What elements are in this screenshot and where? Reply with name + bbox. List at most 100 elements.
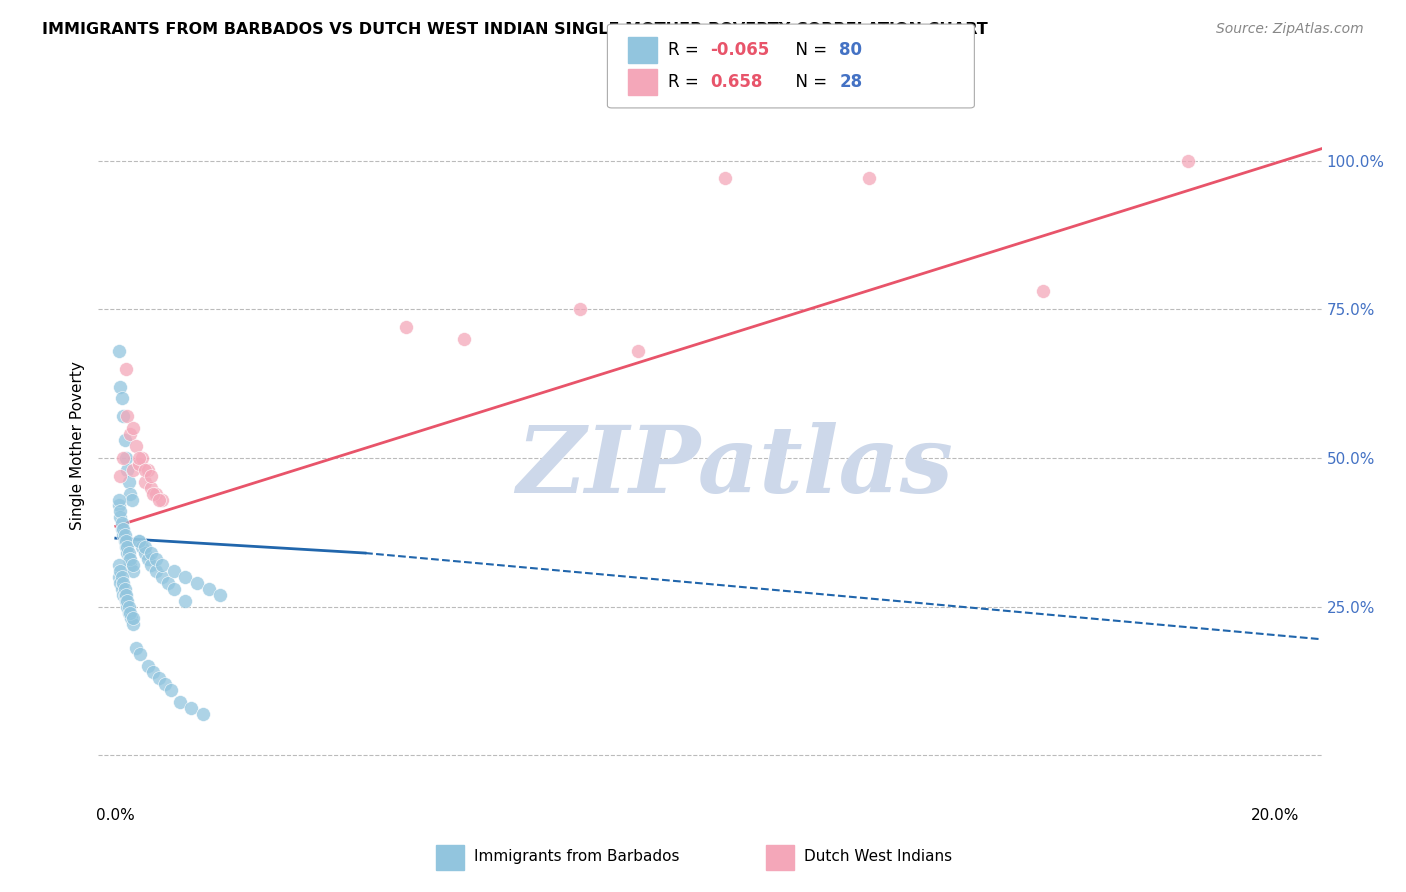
Point [150,492,173,507]
Point [136,659,159,673]
Point [111,522,134,536]
Text: R =: R = [668,73,709,91]
Point [131,540,153,554]
Point [114,528,136,542]
Point [122,617,145,632]
Text: 28: 28 [839,73,862,91]
Point [110,516,132,531]
Text: Immigrants from Barbados: Immigrants from Barbados [474,849,679,863]
Point [163,564,186,578]
Point [153,677,176,691]
Point [107,570,129,584]
Point [395,320,418,334]
Text: Dutch West Indians: Dutch West Indians [804,849,952,863]
Point [120,427,142,442]
Point [568,302,591,317]
Point [110,564,132,578]
Point [139,558,162,572]
Point [115,588,138,602]
Point [110,510,132,524]
Point [134,540,156,554]
Point [453,332,475,346]
Point [150,558,173,572]
Point [117,606,139,620]
Point [111,575,134,590]
Point [128,450,150,465]
Point [115,361,138,376]
Point [110,468,132,483]
Point [145,564,167,578]
Point [128,457,150,471]
Point [186,575,208,590]
Text: N =: N = [785,73,832,91]
Text: R =: R = [668,41,704,59]
Point [148,671,170,685]
Point [156,575,179,590]
Point [112,588,135,602]
Point [142,665,165,679]
Point [209,588,232,602]
Point [191,706,214,721]
Point [121,492,143,507]
Point [120,611,142,625]
Point [145,486,167,500]
Point [131,450,153,465]
Point [110,582,132,596]
Point [125,439,148,453]
Point [117,546,139,560]
Point [122,463,145,477]
Point [128,534,150,549]
Text: ZIPatlas: ZIPatlas [516,423,953,512]
Point [108,504,131,518]
Text: 0.658: 0.658 [710,73,762,91]
Text: N =: N = [785,41,832,59]
Point [122,611,145,625]
Point [134,463,156,477]
Text: -0.065: -0.065 [710,41,769,59]
Point [107,499,129,513]
Point [120,606,142,620]
Y-axis label: Single Mother Poverty: Single Mother Poverty [70,361,86,531]
Point [163,582,186,596]
Point [139,468,162,483]
Point [136,552,159,566]
Point [107,558,129,572]
Point [110,392,132,406]
Point [117,463,139,477]
Point [118,599,141,614]
Point [1032,285,1054,299]
Point [117,409,139,424]
Point [115,534,138,549]
Point [139,546,162,560]
Point [180,700,202,714]
Point [117,593,139,607]
Point [145,552,167,566]
Point [117,546,139,560]
Point [114,582,136,596]
Point [713,171,735,186]
Point [110,575,132,590]
Point [115,593,138,607]
Point [122,421,145,435]
Point [117,540,139,554]
Point [129,647,152,661]
Point [134,546,156,560]
Point [120,552,142,566]
Text: Source: ZipAtlas.com: Source: ZipAtlas.com [1216,22,1364,37]
Point [111,450,134,465]
Point [136,463,159,477]
Point [107,343,129,358]
Point [114,534,136,549]
Point [134,475,156,489]
Point [122,558,145,572]
Point [122,564,145,578]
Point [114,433,136,447]
Point [148,492,170,507]
Text: 80: 80 [839,41,862,59]
Point [150,570,173,584]
Point [111,409,134,424]
Point [111,528,134,542]
Point [1177,153,1199,168]
Point [107,492,129,507]
Text: IMMIGRANTS FROM BARBADOS VS DUTCH WEST INDIAN SINGLE MOTHER POVERTY CORRELATION : IMMIGRANTS FROM BARBADOS VS DUTCH WEST I… [42,22,988,37]
